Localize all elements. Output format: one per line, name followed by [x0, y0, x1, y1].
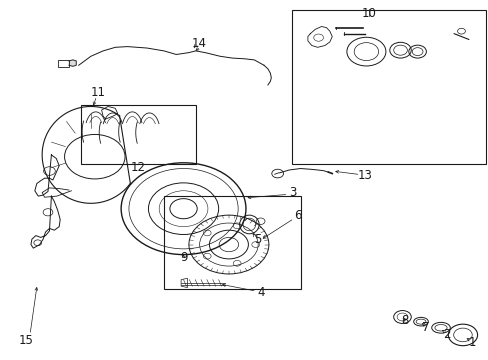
Bar	[58, 60, 69, 67]
Text: 12: 12	[130, 161, 145, 174]
Text: 4: 4	[257, 287, 265, 300]
Text: 8: 8	[401, 314, 408, 327]
Text: 9: 9	[180, 251, 187, 264]
Polygon shape	[69, 60, 76, 66]
Text: 5: 5	[254, 233, 261, 246]
Bar	[292, 10, 485, 164]
Text: 1: 1	[468, 336, 475, 348]
Text: 10: 10	[361, 7, 375, 20]
Bar	[163, 196, 300, 289]
Text: 15: 15	[19, 334, 33, 347]
Text: 2: 2	[442, 328, 449, 341]
Text: 3: 3	[289, 186, 296, 199]
Text: 7: 7	[421, 320, 429, 333]
Text: 11: 11	[91, 86, 105, 99]
Text: 14: 14	[192, 36, 207, 50]
Bar	[81, 105, 195, 164]
Text: 13: 13	[357, 169, 372, 182]
Text: 6: 6	[294, 210, 301, 222]
